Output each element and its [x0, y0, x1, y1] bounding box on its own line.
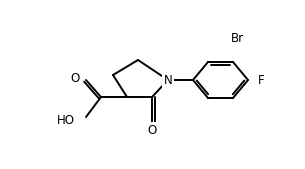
- Text: N: N: [163, 74, 172, 87]
- Text: Br: Br: [231, 31, 244, 44]
- Text: F: F: [258, 74, 265, 87]
- Text: HO: HO: [57, 114, 75, 127]
- Text: O: O: [71, 71, 80, 84]
- Text: O: O: [147, 124, 157, 137]
